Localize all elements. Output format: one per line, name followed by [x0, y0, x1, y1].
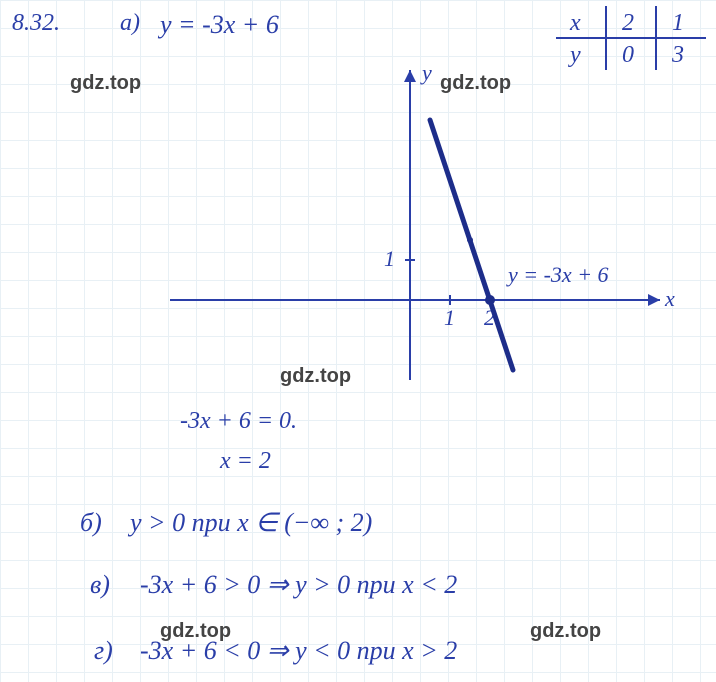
problem-number: 8.32.: [12, 10, 60, 37]
table-header-x: x: [569, 10, 581, 36]
x-axis-label: x: [664, 286, 675, 311]
tick-x1-label: 1: [444, 305, 455, 330]
part-a-label: a): [120, 10, 140, 37]
tick-y1-label: 1: [384, 246, 395, 271]
part-v-label: в): [90, 570, 110, 600]
y-axis-label: y: [420, 60, 432, 85]
solve-line-2: x = 2: [220, 448, 271, 475]
function-label: y = -3x + 6: [506, 262, 609, 287]
part-b-label: б): [80, 508, 102, 538]
watermark-3: gdz.top: [160, 620, 231, 643]
solve-line-1: -3x + 6 = 0.: [180, 408, 297, 435]
table-x-1: 1: [672, 10, 684, 36]
watermark-2: gdz.top: [280, 365, 351, 388]
watermark-4: gdz.top: [530, 620, 601, 643]
coordinate-plot: 1 2 1 y x y = -3x + 6: [160, 60, 680, 390]
table-x-0: 2: [622, 10, 634, 36]
part-g-label: г): [94, 636, 113, 666]
part-a-equation: y = -3x + 6: [160, 10, 279, 40]
part-v-text: -3x + 6 > 0 ⇒ y > 0 при x < 2: [140, 570, 457, 600]
watermark-0: gdz.top: [70, 72, 141, 95]
part-b-text: y > 0 при x ∈ (−∞ ; 2): [130, 508, 372, 538]
watermark-1: gdz.top: [440, 72, 511, 95]
